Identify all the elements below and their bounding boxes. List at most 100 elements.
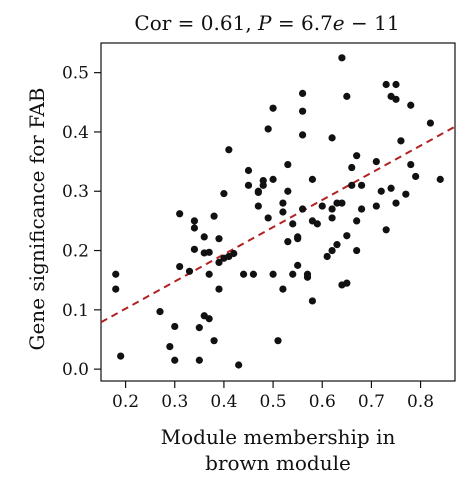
data-point xyxy=(353,246,361,255)
x-tick-label: 0.2 xyxy=(112,392,139,412)
data-point xyxy=(392,80,400,89)
data-point xyxy=(426,119,435,127)
data-point xyxy=(323,252,331,261)
data-points xyxy=(112,54,444,369)
data-point xyxy=(166,343,174,351)
x-axis-label-line-2: brown module xyxy=(205,451,351,475)
data-point xyxy=(382,226,390,234)
x-tick-label: 0.4 xyxy=(210,392,237,412)
data-point xyxy=(210,337,218,345)
x-tick-label: 0.8 xyxy=(407,392,434,412)
data-point xyxy=(254,188,262,197)
data-point xyxy=(195,356,203,364)
data-point xyxy=(117,352,125,360)
data-point xyxy=(220,190,228,198)
data-point xyxy=(382,80,390,89)
plot-frame xyxy=(100,42,456,382)
data-point xyxy=(392,199,400,207)
data-point xyxy=(308,297,317,305)
data-point xyxy=(298,89,307,98)
chart-title: Cor = 0.61, P = 6.7e − 11 xyxy=(134,11,399,35)
x-tick-label: 0.6 xyxy=(309,392,336,412)
data-point xyxy=(190,217,199,225)
data-point xyxy=(353,152,361,160)
data-point xyxy=(372,157,380,166)
data-point xyxy=(205,315,213,323)
data-point xyxy=(298,107,307,115)
y-tick-label: 0.0 xyxy=(62,360,89,380)
data-point xyxy=(436,175,444,183)
data-point xyxy=(269,270,277,278)
data-point xyxy=(171,322,179,331)
x-tick-label: 0.7 xyxy=(358,392,385,412)
data-point xyxy=(338,54,346,62)
data-point xyxy=(333,241,341,249)
data-point xyxy=(303,270,312,278)
data-point xyxy=(407,101,415,109)
data-point xyxy=(348,163,356,172)
trend-line xyxy=(100,125,456,324)
data-point xyxy=(230,249,238,258)
data-point xyxy=(176,210,184,218)
data-point xyxy=(308,175,317,183)
data-point xyxy=(353,217,361,225)
data-point xyxy=(402,190,410,198)
data-point xyxy=(372,202,380,210)
data-point xyxy=(298,131,307,139)
y-tick-label: 0.2 xyxy=(62,242,89,262)
data-point xyxy=(190,224,199,232)
data-point xyxy=(387,184,395,192)
data-point xyxy=(407,160,415,169)
x-axis-ticks: 0.2 0.3 0.4 0.5 0.6 0.7 0.8 xyxy=(112,381,434,412)
data-point xyxy=(274,337,282,345)
data-point xyxy=(412,172,420,181)
data-point xyxy=(244,166,253,175)
data-point xyxy=(343,232,351,240)
data-point xyxy=(298,205,307,213)
data-point xyxy=(235,361,243,369)
data-point xyxy=(112,285,120,293)
data-point xyxy=(284,160,292,169)
data-point xyxy=(225,146,233,154)
y-axis-ticks: 0.0 0.1 0.2 0.3 0.4 0.5 xyxy=(62,64,101,380)
data-point xyxy=(254,202,262,210)
y-tick-label: 0.3 xyxy=(62,182,89,202)
data-point xyxy=(338,199,346,207)
data-point xyxy=(357,205,366,213)
x-tick-label: 0.5 xyxy=(260,392,287,412)
data-point xyxy=(249,270,258,278)
data-point xyxy=(289,270,297,278)
data-point xyxy=(195,324,203,332)
data-point xyxy=(210,212,218,220)
y-axis-label: Gene significance for FAB xyxy=(25,87,49,350)
y-tick-label: 0.1 xyxy=(62,301,89,321)
data-point xyxy=(377,187,385,195)
data-point xyxy=(348,181,356,189)
data-point xyxy=(279,199,287,207)
data-point xyxy=(200,233,208,241)
x-axis-label-line-1: Module membership in xyxy=(161,425,396,449)
data-point xyxy=(244,181,253,189)
data-point xyxy=(215,235,223,243)
data-point xyxy=(328,205,336,213)
data-point xyxy=(176,262,184,271)
data-point xyxy=(343,279,351,287)
data-point xyxy=(259,176,267,185)
data-point xyxy=(205,270,213,278)
data-point xyxy=(328,246,336,255)
data-point xyxy=(264,214,272,222)
data-point xyxy=(357,181,366,189)
data-point xyxy=(279,208,287,216)
data-point xyxy=(328,214,336,222)
data-point xyxy=(343,92,351,100)
data-point xyxy=(215,258,223,267)
data-point xyxy=(269,104,277,112)
data-point xyxy=(284,238,292,246)
data-point xyxy=(205,248,213,256)
data-point xyxy=(171,356,179,364)
data-point xyxy=(215,285,223,293)
x-tick-label: 0.3 xyxy=(161,392,188,412)
y-tick-label: 0.4 xyxy=(62,123,89,143)
data-point xyxy=(269,175,277,183)
